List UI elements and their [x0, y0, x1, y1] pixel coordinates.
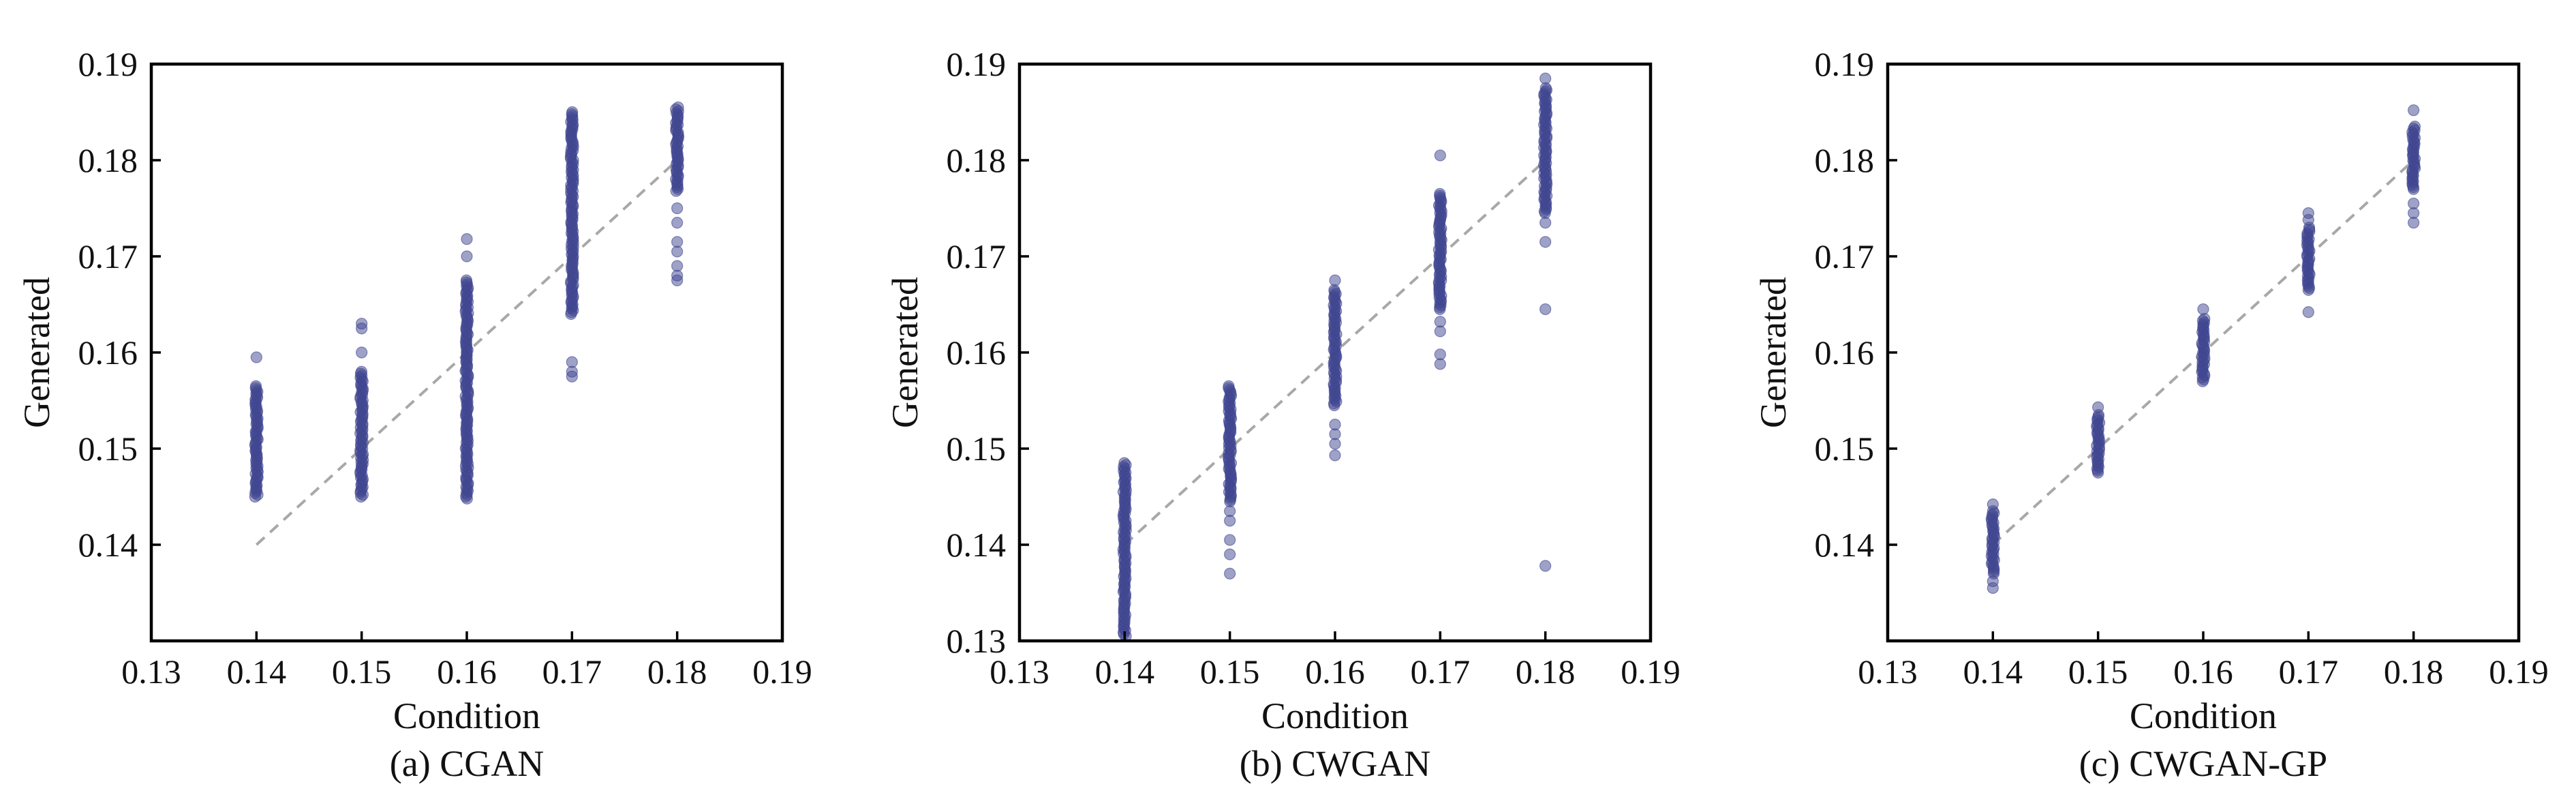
x-tick-label: 0.19 [752, 652, 812, 691]
y-tick-label: 0.15 [947, 430, 1007, 468]
y-tick-label: 0.17 [78, 237, 138, 275]
scatter-point [2408, 197, 2420, 210]
scatter-point [2408, 121, 2421, 133]
y-tick-label: 0.18 [1815, 141, 1875, 179]
scatter-point [461, 250, 473, 262]
scatter-point [1329, 274, 1341, 286]
x-axis-label: Condition [1261, 695, 1409, 736]
scatter-point [671, 202, 684, 215]
scatter-point [1329, 419, 1341, 431]
x-tick-label: 0.13 [121, 652, 181, 691]
scatter-point [1434, 149, 1446, 162]
y-tick-label: 0.14 [1815, 526, 1875, 564]
x-tick-label: 0.14 [227, 652, 287, 691]
scatter-point [1224, 505, 1236, 517]
scatter-point [1987, 575, 1999, 588]
scatter-point [671, 260, 684, 272]
x-tick-label: 0.15 [2068, 652, 2128, 691]
x-tick-label: 0.16 [1305, 652, 1365, 691]
scatter-point [1224, 548, 1236, 560]
x-tick-label: 0.15 [1200, 652, 1260, 691]
scatter-points [1985, 104, 2421, 595]
y-tick-label: 0.14 [78, 526, 138, 564]
x-tick-label: 0.17 [542, 652, 602, 691]
scatter-point [356, 318, 368, 330]
scatter-point [1224, 534, 1236, 546]
x-tick-label: 0.18 [2384, 652, 2444, 691]
scatter-point [671, 236, 684, 248]
scatter-point [2408, 104, 2420, 117]
scatter-point [460, 274, 473, 286]
scatter-points [1117, 72, 1553, 642]
y-tick-label: 0.15 [78, 430, 138, 468]
x-tick-label: 0.18 [1516, 652, 1576, 691]
scatter-point [2198, 313, 2211, 325]
scatter-point [356, 346, 368, 359]
scatter-point [1434, 316, 1446, 328]
scatter-point [249, 380, 262, 392]
scatter-point [566, 106, 579, 119]
y-axis-label: Generated [16, 277, 57, 428]
y-tick-label: 0.18 [78, 141, 138, 179]
panel-caption: (a) CGAN [390, 743, 544, 784]
y-tick-label: 0.16 [947, 333, 1007, 372]
x-tick-label: 0.19 [1621, 652, 1681, 691]
scatter-point [355, 365, 368, 378]
panel-3: 0.13 0.14 0.15 0.16 0.17 0.18 0.19 0.14 0.15 0.16… [1753, 45, 2549, 784]
x-tick-label: 0.14 [1095, 652, 1155, 691]
scatter-point [672, 101, 684, 114]
y-tick-label: 0.17 [947, 237, 1007, 275]
scatter-point [1539, 217, 1552, 229]
scatter-point [2197, 303, 2209, 316]
panel-caption: (b) CWGAN [1240, 743, 1430, 784]
scatter-point [1329, 449, 1341, 462]
y-tick-label: 0.17 [1815, 237, 1875, 275]
x-axis-label: Condition [2130, 695, 2277, 736]
x-tick-label: 0.17 [2279, 652, 2339, 691]
panel-2: 0.13 0.14 0.15 0.16 0.17 0.18 0.19 0.13 0.14 0.15… [885, 45, 1681, 784]
x-tick-label: 0.18 [647, 652, 707, 691]
x-tick-label: 0.13 [990, 652, 1049, 691]
y-tick-label: 0.18 [947, 141, 1007, 179]
scatter-point [1539, 236, 1552, 248]
scatter-point [1118, 457, 1131, 469]
scatter-point [250, 351, 262, 363]
x-tick-label: 0.14 [1963, 652, 2023, 691]
scatter-point [1539, 303, 1552, 316]
x-axis-label: Condition [393, 695, 540, 736]
x-tick-label: 0.15 [332, 652, 392, 691]
x-tick-label: 0.13 [1858, 652, 1918, 691]
scatter-point [2302, 207, 2314, 220]
scatter-point [1223, 380, 1235, 392]
x-tick-label: 0.17 [1411, 652, 1471, 691]
panel-caption: (c) CWGAN-GP [2079, 743, 2327, 784]
scatter-point [1434, 348, 1446, 361]
y-tick-label: 0.13 [947, 622, 1007, 660]
scatter-point [1539, 560, 1552, 572]
x-tick-label: 0.16 [437, 652, 497, 691]
scatter-point [2092, 401, 2104, 413]
scatter-points [249, 101, 685, 505]
x-tick-label: 0.19 [2489, 652, 2549, 691]
y-tick-label: 0.19 [1815, 45, 1875, 83]
scatter-point [1539, 72, 1552, 85]
scatter-point [1224, 567, 1236, 580]
y-tick-label: 0.14 [947, 526, 1007, 564]
scatter-point [671, 217, 684, 229]
y-tick-label: 0.19 [947, 45, 1007, 83]
scatter-point [2302, 306, 2314, 318]
scatter-point [461, 233, 473, 245]
y-tick-label: 0.19 [78, 45, 138, 83]
y-tick-label: 0.16 [78, 333, 138, 372]
y-tick-label: 0.15 [1815, 430, 1875, 468]
y-axis-label: Generated [1753, 277, 1794, 428]
y-tick-label: 0.16 [1815, 333, 1875, 372]
scatter-point [566, 356, 578, 368]
scatter-point [1434, 187, 1446, 200]
scatter-point [1987, 498, 1999, 511]
x-tick-label: 0.16 [2173, 652, 2233, 691]
panel-1: 0.13 0.14 0.15 0.16 0.17 0.18 0.19 0.14 0.15 0.16… [16, 45, 812, 784]
y-axis-label: Generated [885, 277, 925, 428]
